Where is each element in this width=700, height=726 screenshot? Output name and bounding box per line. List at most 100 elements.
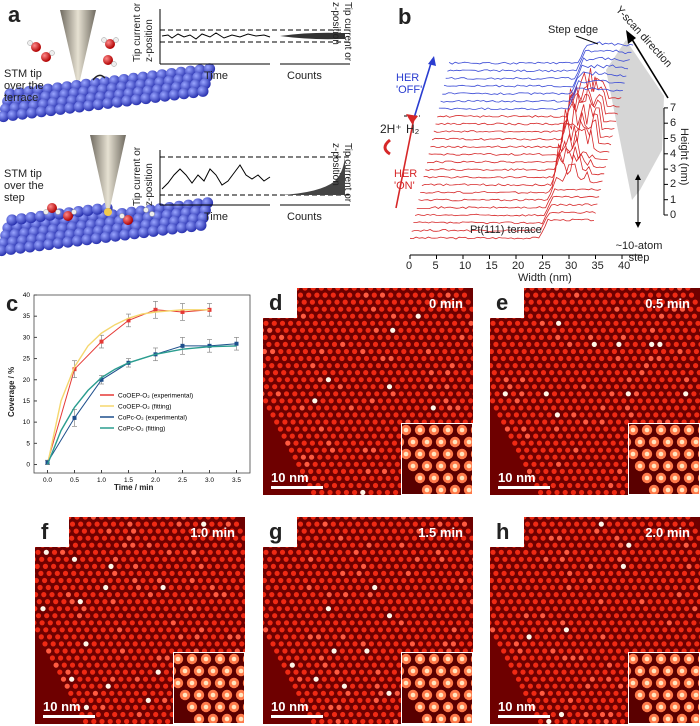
panel-a: a STM tip over the terrace STM tip over …: [0, 0, 370, 270]
stm-image-h: h 2.0 min 10 nm: [490, 517, 700, 724]
profile-line: [411, 211, 596, 232]
c-xtick-label: 2.5: [178, 477, 187, 484]
data-point: [72, 415, 77, 420]
y-axis-label-bottom: Tip current or z-position: [132, 146, 155, 206]
scale-bar: [498, 715, 550, 718]
b-ytick-label: 1: [670, 193, 677, 206]
c-ytick-label: 40: [23, 292, 31, 299]
her-on-label: HER 'ON': [394, 168, 418, 192]
profile-line: [420, 153, 605, 194]
c-xtick-label: 1.5: [124, 477, 133, 484]
scale-bar-label: 10 nm: [271, 470, 309, 485]
c-xtick-label: 0.5: [70, 477, 79, 484]
right-axis-label-top: Tip current or z-position: [330, 2, 353, 62]
data-point: [126, 318, 131, 323]
c-ytick-label: 25: [23, 356, 31, 363]
profile-line: [437, 68, 622, 118]
stm-image-f: f 1.0 min 10 nm: [35, 517, 245, 724]
profile-line: [425, 128, 610, 172]
profile-line: [426, 119, 612, 164]
profile-line: [440, 79, 625, 103]
c-ytick-label: 5: [26, 440, 30, 447]
b-ytick-label: 2: [670, 178, 677, 191]
panel-c-label: c: [6, 291, 19, 316]
scale-bar-label: 10 nm: [43, 699, 81, 714]
b-ytick-label: 3: [670, 163, 677, 176]
b-ytick-label: 0: [670, 209, 677, 221]
scale-bar: [271, 715, 323, 718]
time-label-top: Time: [204, 70, 229, 82]
b-xtick-label: 35: [591, 260, 604, 272]
reaction-left: 2H⁺: [380, 122, 402, 136]
scale-bar-label: 10 nm: [498, 699, 536, 714]
scale-bar-label: 10 nm: [271, 699, 309, 714]
legend-label: CoPc-O₂ (fitting): [118, 426, 165, 433]
profile-line: [413, 203, 598, 225]
series-line: [46, 309, 210, 465]
stm-tip-top: [60, 10, 96, 80]
zoom-inset: [173, 652, 245, 724]
profile-line: [428, 112, 613, 156]
step-caption: STM tip over the step: [4, 168, 44, 204]
data-point: [180, 343, 185, 348]
b-xlabel: Width (nm): [518, 272, 572, 284]
panel-g-time: 1.5 min: [418, 525, 463, 540]
panel-f-time: 1.0 min: [190, 525, 235, 540]
legend-label: CoOEP-O₂ (experimental): [118, 393, 193, 400]
b-xtick-label: 40: [618, 260, 631, 272]
b-xtick-label: 30: [565, 260, 578, 272]
data-point: [153, 307, 158, 312]
series-line: [47, 309, 210, 463]
current-trace-bottom: [159, 150, 350, 206]
scale-bar: [43, 715, 95, 718]
legend-label: CoOEP-O₂ (fitting): [118, 404, 171, 411]
panel-h-label: h: [490, 517, 524, 547]
time-label-bottom: Time: [204, 211, 229, 223]
zoom-inset: [628, 423, 700, 495]
step-note: ~10-atom step: [615, 240, 663, 264]
stm-image-d: d 0 min 10 nm: [263, 288, 473, 495]
coverage-chart: 0.0 0.5 1.0 1.5 2.0 2.5 3.0 3.5 0 5 10 15 20 25 30 35 40…: [23, 292, 251, 484]
right-axis-label-bottom: Tip current or z-position: [330, 143, 353, 203]
panel-c: c 0.0 0.5 1.0 1.5 2.0 2.5 3.0 3.5 0 5 10 15 20 25 30 35…: [0, 285, 258, 500]
b-ylabel: Height (nm): [678, 128, 690, 186]
panel-d-label: d: [263, 288, 297, 318]
data-point: [234, 341, 239, 346]
data-point: [99, 339, 104, 344]
panel-b: b Step edge Y-scan direction HER 'OFF' H…: [370, 0, 700, 285]
profile-line: [448, 41, 634, 65]
panel-e-label: e: [490, 288, 524, 318]
b-xtick-label: 0: [406, 260, 413, 272]
b-ytick-label: 6: [670, 117, 677, 130]
panel-h-time: 2.0 min: [645, 525, 690, 540]
b-xtick-label: 15: [485, 260, 498, 272]
data-point: [72, 367, 77, 372]
c-xtick-label: 2.0: [151, 477, 160, 484]
data-point: [45, 460, 50, 465]
panel-e-time: 0.5 min: [645, 296, 690, 311]
step-illustration: [0, 135, 214, 257]
c-ytick-label: 15: [23, 398, 31, 405]
terrace-label: Pt(111) terrace: [470, 224, 542, 236]
c-ytick-label: 0: [26, 462, 30, 469]
profile-line: [430, 103, 615, 149]
her-off-label: HER 'OFF': [396, 72, 423, 96]
counts-label-top: Counts: [287, 70, 322, 82]
c-ytick-label: 20: [23, 377, 31, 384]
zoom-inset: [628, 652, 700, 724]
zoom-inset: [401, 423, 473, 495]
y-axis-label-top: Tip current or z-position: [132, 2, 155, 62]
c-xtick-label: 1.0: [97, 477, 106, 484]
reaction-right: H₂: [406, 122, 420, 136]
height-profile-waterfall: [383, 30, 669, 259]
scale-bar: [498, 486, 550, 489]
profile-line: [443, 64, 629, 88]
panel-b-label: b: [398, 4, 412, 29]
profile-line: [421, 146, 607, 187]
terrace-caption: STM tip over the terrace: [4, 68, 44, 104]
zoom-inset: [401, 652, 473, 724]
step-edge-label: Step edge: [548, 24, 599, 36]
profile-line: [442, 71, 627, 96]
c-ytick-label: 35: [23, 313, 31, 320]
c-ytick-label: 30: [23, 334, 31, 341]
